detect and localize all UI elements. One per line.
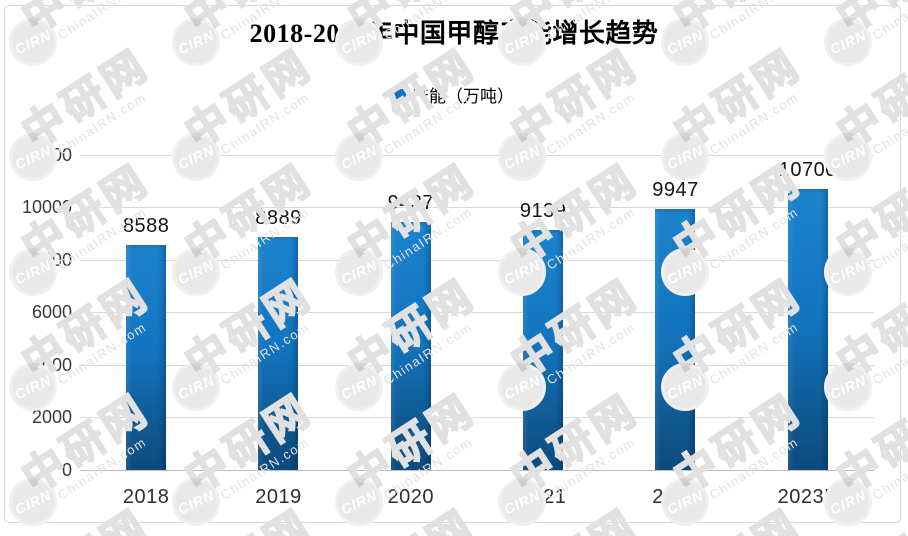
chart-title: 2018-2023年中国甲醇产能增长趋势 [249, 19, 659, 48]
y-tick-label: 2000 [31, 407, 72, 427]
bar-value-label: 10700 [778, 159, 837, 182]
x-axis-labels: 2018 2019 2020 2021 2022 2023E [80, 486, 874, 509]
bar-2020 [390, 222, 431, 470]
legend-swatch-icon [394, 88, 406, 101]
bar-value-label: 8889 [255, 206, 302, 229]
x-tick-label: 2023E [777, 486, 838, 508]
bar-2019 [258, 236, 299, 470]
bar-slot: 9139 [477, 155, 609, 470]
bar-slot: 8889 [212, 155, 344, 470]
gridline [80, 260, 874, 261]
bar-value-label: 8588 [122, 214, 170, 237]
x-tick-label: 2021 [519, 486, 567, 508]
y-tick-label: 6000 [31, 302, 72, 322]
gridline [80, 417, 874, 418]
x-tick-label: 2022 [652, 486, 699, 508]
bar-2018 [126, 244, 167, 470]
y-tick-label: 8000 [31, 250, 72, 270]
gridline [80, 207, 874, 208]
x-tick-label: 2019 [255, 486, 302, 508]
y-tick-label: 10000 [21, 197, 72, 217]
x-tick-label: 2020 [387, 486, 435, 508]
y-axis-labels: 12000 10000 8000 6000 4000 2000 0 [0, 145, 72, 480]
plot-area: 8588 8889 9437 9139 9947 10700 [80, 155, 874, 471]
bar-slots: 8588 8889 9437 9139 9947 10700 [80, 155, 874, 470]
y-tick-label: 0 [61, 460, 72, 480]
y-tick-label: 12000 [21, 145, 72, 165]
bar-slot: 9437 [345, 155, 477, 470]
chart-frame-border [4, 5, 901, 523]
gridline [80, 365, 874, 366]
gridline [80, 155, 874, 156]
bar-slot: 10700 [742, 155, 874, 470]
bar-value-label: 9437 [387, 192, 435, 215]
legend-label: 产能（万吨） [412, 87, 514, 106]
bar-slot: 9947 [609, 155, 741, 470]
legend: 产能（万吨） [0, 82, 908, 107]
bar-2022 [655, 208, 696, 470]
x-tick-label: 2018 [122, 486, 170, 508]
bar-value-label: 9139 [519, 200, 567, 223]
bar-2021 [523, 230, 564, 470]
y-tick-label: 4000 [31, 355, 72, 375]
bar-2023e [787, 189, 828, 470]
bar-value-label: 9947 [652, 178, 699, 201]
gridline [80, 312, 874, 313]
bar-slot: 8588 [80, 155, 212, 470]
